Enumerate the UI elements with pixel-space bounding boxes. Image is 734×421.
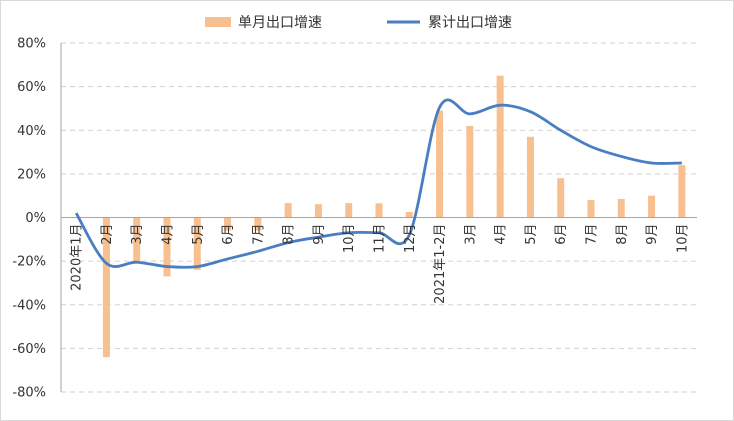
y-tick-label: -20% bbox=[12, 255, 46, 270]
cumulative-line bbox=[74, 98, 682, 269]
x-tick-label: 8月 bbox=[615, 224, 630, 245]
y-tick-label: 60% bbox=[17, 80, 46, 95]
x-tick-label: 12月 bbox=[403, 224, 418, 254]
x-tick-label: 7月 bbox=[585, 224, 600, 245]
x-tick-label: 4月 bbox=[494, 223, 509, 244]
bar bbox=[375, 203, 383, 218]
bar bbox=[284, 203, 292, 218]
bar bbox=[254, 217, 262, 231]
x-axis-ticks: 2020年1月 2月 3月 4月 5月 6月 7月 8月 9月 10月 11月 12月 2021年1-2… bbox=[70, 223, 691, 303]
y-tick-label: 80% bbox=[17, 37, 46, 52]
line-series bbox=[74, 98, 682, 269]
bar bbox=[436, 110, 444, 218]
legend-bar-label: 单月出口增速 bbox=[238, 15, 322, 31]
bar bbox=[102, 217, 110, 358]
x-tick-label: 6月 bbox=[554, 224, 569, 245]
x-tick-label: 9月 bbox=[312, 224, 327, 245]
x-tick-label: 4月 bbox=[161, 224, 176, 245]
x-tick-label: 11月 bbox=[373, 224, 388, 254]
bar bbox=[133, 217, 141, 264]
x-tick-label: 2021年1-2月 bbox=[433, 223, 448, 303]
x-tick-label: 9月 bbox=[645, 224, 660, 245]
y-tick-label: 20% bbox=[17, 167, 46, 182]
bar bbox=[163, 217, 171, 277]
bar bbox=[617, 198, 625, 218]
legend-bar-swatch bbox=[205, 17, 231, 27]
legend: 单月出口增速 累计出口增速 bbox=[205, 15, 512, 31]
gridlines bbox=[61, 42, 697, 393]
bar-series bbox=[102, 75, 686, 358]
bar bbox=[678, 165, 686, 218]
x-tick-label: 10月 bbox=[675, 224, 690, 254]
x-tick-label: 2月 bbox=[100, 224, 115, 245]
x-tick-label: 3月 bbox=[463, 224, 478, 245]
x-tick-label: 10月 bbox=[342, 224, 357, 254]
x-tick-label: 5月 bbox=[191, 224, 206, 245]
bar bbox=[345, 203, 353, 218]
bar bbox=[314, 204, 322, 218]
x-tick-label: 8月 bbox=[282, 224, 297, 245]
y-tick-label: -40% bbox=[12, 298, 46, 313]
x-tick-label: 5月 bbox=[524, 224, 539, 245]
y-tick-label: -80% bbox=[12, 386, 46, 401]
legend-line-label: 累计出口增速 bbox=[428, 15, 512, 31]
bar bbox=[496, 75, 504, 218]
bar bbox=[557, 178, 565, 218]
bar bbox=[224, 217, 232, 231]
bar bbox=[466, 125, 474, 218]
x-tick-label: 7月 bbox=[251, 224, 266, 245]
y-tick-label: 0% bbox=[25, 211, 46, 226]
bar bbox=[405, 212, 413, 218]
y-axis-ticks: 80% 60% 40% 20% 0% -20% -40% -60% -80% bbox=[12, 37, 46, 401]
y-tick-label: -60% bbox=[12, 342, 46, 357]
bar bbox=[193, 217, 201, 270]
x-tick-label: 3月 bbox=[130, 224, 145, 245]
x-tick-label: 6月 bbox=[221, 224, 236, 245]
x-tick-label: 2020年1月 bbox=[70, 224, 85, 291]
bar bbox=[648, 195, 656, 218]
axes bbox=[60, 43, 697, 392]
bar bbox=[587, 200, 595, 218]
bar bbox=[526, 136, 534, 218]
y-tick-label: 40% bbox=[17, 124, 46, 139]
